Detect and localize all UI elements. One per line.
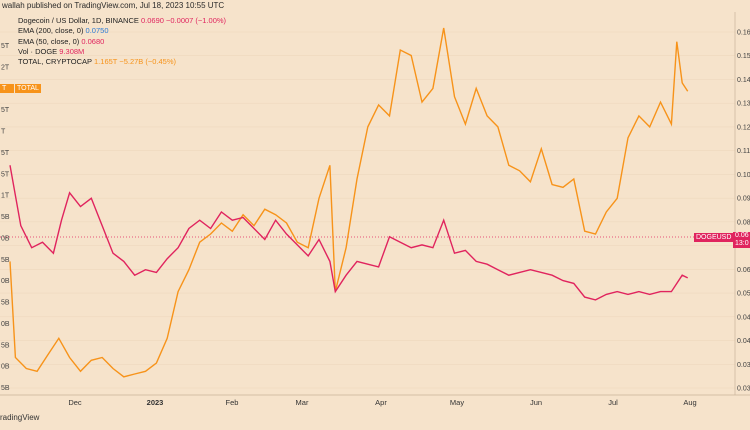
left-value-axis[interactable]: 5T2TT5TT5T5T1T5B0B5B0B5B0B5B0B5B — [1, 43, 10, 392]
right-tick-label: 0.16 — [737, 30, 750, 37]
x-tick-label: Jun — [530, 398, 542, 407]
last-price-value: 0.06 — [735, 232, 749, 239]
x-tick-label: May — [450, 398, 464, 407]
right-tick-label: 0.05 — [737, 291, 750, 298]
dogeusd-line — [9, 165, 689, 301]
left-axis-total-tag: T — [0, 84, 14, 93]
publisher-text: wallah published on TradingView.com, Jul… — [2, 1, 225, 10]
last-price-tag: 0.06 13:0 — [733, 232, 750, 248]
countdown-value: 13:0 — [735, 240, 749, 247]
left-tick-label: 2T — [1, 64, 10, 71]
grid — [0, 31, 735, 389]
left-tick-label: 5B — [1, 300, 10, 307]
total-cryptocap-line — [9, 27, 689, 378]
left-tick-label: 5T — [1, 150, 10, 157]
x-tick-label: Apr — [375, 398, 387, 407]
left-tick-label: 1T — [1, 193, 10, 200]
left-tick-label: 5T — [1, 107, 10, 114]
right-tick-label: 0.13 — [737, 101, 750, 108]
left-tick-label: T — [1, 129, 6, 136]
legend: Dogecoin / US Dollar, 1D, BINANCE 0.0690… — [18, 16, 226, 67]
right-tick-label: 0.04 — [737, 338, 750, 345]
dogeusd-series-tag: DOGEUSD — [694, 233, 734, 242]
x-tick-label: Feb — [226, 398, 239, 407]
tradingview-brand: radingView — [0, 413, 40, 422]
left-tick-label: 0B — [1, 278, 10, 285]
right-tick-label: 0.12 — [737, 124, 750, 131]
left-tick-label: 0B — [1, 364, 10, 371]
legend-row-ema200[interactable]: EMA (200, close, 0) 0.0750 — [18, 26, 109, 36]
legend-row-volume[interactable]: Vol · DOGE 9.308M — [18, 46, 85, 56]
right-tick-label: 0.09 — [737, 196, 750, 203]
right-tick-label: 0.15 — [737, 53, 750, 60]
x-axis[interactable]: Dec 2023 Feb Mar Apr May Jun Jul Aug — [68, 398, 696, 407]
left-tick-label: 5T — [1, 171, 10, 178]
legend-row-ema50[interactable]: EMA (50, close, 0) 0.0680 — [18, 36, 105, 46]
left-tick-label: 5B — [1, 342, 10, 349]
legend-row-total[interactable]: TOTAL, CRYPTOCAP 1.165T −5.27B (−0.45%) — [18, 57, 177, 67]
x-tick-label: Mar — [296, 398, 309, 407]
x-tick-label: Jul — [608, 398, 618, 407]
left-tick-label: 5B — [1, 214, 10, 221]
total-series-tag: TOTAL — [15, 84, 41, 93]
right-tick-label: 0.10 — [737, 172, 750, 179]
left-tick-label: 5B — [1, 385, 10, 392]
publisher-bar: wallah published on TradingView.com, Jul… — [0, 0, 750, 12]
left-tick-label: 5B — [1, 257, 10, 264]
left-tick-label: 0B — [1, 235, 10, 242]
left-tick-label: 0B — [1, 321, 10, 328]
right-tick-label: 0.04 — [737, 314, 750, 321]
legend-row-doge[interactable]: Dogecoin / US Dollar, 1D, BINANCE 0.0690… — [18, 16, 227, 25]
x-tick-label: 2023 — [147, 398, 164, 407]
right-tick-label: 0.14 — [737, 77, 750, 84]
right-tick-label: 0.08 — [737, 219, 750, 226]
x-tick-label: Dec — [68, 398, 82, 407]
right-price-axis[interactable]: 0.160.150.140.130.120.110.100.090.080.07… — [737, 30, 750, 393]
right-tick-label: 0.11 — [737, 148, 750, 155]
right-tick-label: 0.03 — [737, 386, 750, 393]
right-tick-label: 0.03 — [737, 362, 750, 369]
x-tick-label: Aug — [683, 398, 696, 407]
left-tick-label: 5T — [1, 43, 10, 50]
right-tick-label: 0.06 — [737, 267, 750, 274]
